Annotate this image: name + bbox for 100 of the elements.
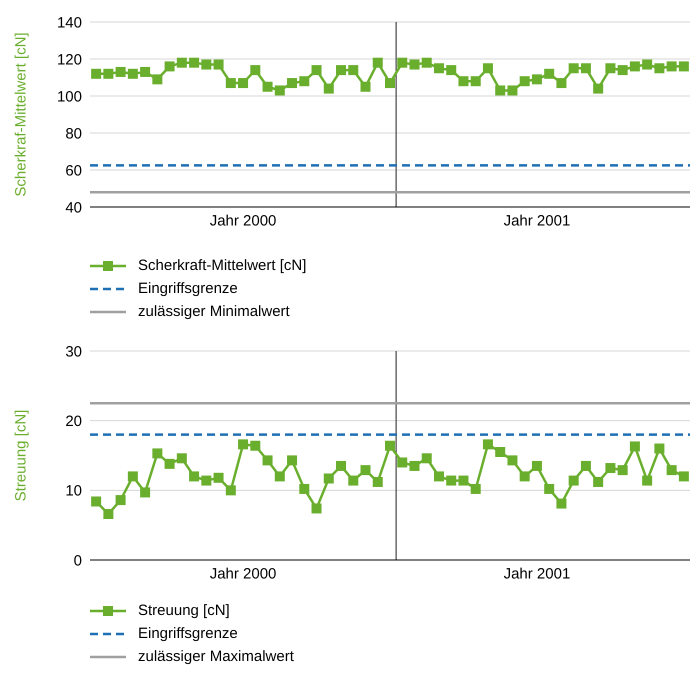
- point: [422, 453, 432, 464]
- point: [507, 455, 518, 466]
- point: [642, 60, 652, 70]
- point: [458, 476, 468, 486]
- legend-label: Scherkraft-Mittelwert [cN]: [138, 257, 306, 274]
- point: [226, 78, 236, 88]
- point: [422, 58, 432, 68]
- y-tick-label: 120: [56, 51, 82, 68]
- point: [630, 61, 640, 72]
- point: [666, 465, 677, 476]
- point: [495, 447, 506, 458]
- point: [152, 448, 162, 458]
- point: [642, 476, 652, 486]
- x-tick-label: Jahr 2001: [504, 212, 570, 230]
- point: [287, 78, 298, 88]
- point: [666, 61, 677, 72]
- point: [152, 74, 162, 84]
- point: [140, 66, 150, 77]
- point: [128, 471, 138, 482]
- point: [482, 439, 493, 450]
- point: [568, 63, 579, 74]
- point: [91, 496, 102, 506]
- y-tick-label: 10: [65, 482, 82, 500]
- point: [140, 487, 150, 498]
- point: [336, 65, 346, 76]
- point: [274, 85, 285, 96]
- point: [116, 495, 126, 506]
- point: [226, 485, 236, 496]
- point: [312, 65, 322, 76]
- point: [189, 471, 200, 482]
- point: [605, 463, 616, 474]
- point: [176, 58, 187, 68]
- point: [238, 78, 248, 88]
- point: [324, 473, 334, 484]
- point: [397, 58, 408, 68]
- point: [164, 61, 175, 72]
- point: [385, 78, 395, 88]
- point: [201, 60, 212, 70]
- point: [409, 60, 420, 70]
- point: [482, 63, 493, 74]
- point: [189, 58, 200, 68]
- point: [544, 68, 554, 79]
- point: [507, 85, 518, 96]
- point: [397, 457, 408, 468]
- point: [103, 68, 114, 79]
- y-tick-label: 140: [56, 14, 82, 32]
- point: [678, 471, 689, 482]
- point: [348, 476, 358, 486]
- point: [605, 63, 616, 74]
- y-tick-label: 40: [65, 199, 82, 216]
- x-tick-label: Jahr 2000: [210, 212, 276, 230]
- point: [618, 465, 628, 476]
- point: [91, 68, 102, 79]
- point: [568, 476, 579, 486]
- point: [654, 63, 664, 74]
- point: [618, 65, 628, 76]
- point: [580, 63, 591, 74]
- point: [214, 472, 224, 483]
- point: [128, 68, 138, 79]
- point: [470, 76, 481, 86]
- point: [312, 503, 322, 514]
- x-tick-label: Jahr 2000: [210, 566, 276, 583]
- legend-label: zulässiger Minimalwert: [138, 303, 290, 320]
- point: [532, 460, 542, 471]
- point: [103, 509, 114, 520]
- point: [458, 76, 468, 86]
- point: [556, 78, 566, 88]
- point: [176, 453, 187, 464]
- point: [360, 82, 371, 92]
- point: [446, 476, 456, 486]
- legend-label: Eingriffsgrenze: [138, 625, 238, 642]
- point: [336, 460, 346, 471]
- point: [274, 471, 285, 482]
- point: [593, 84, 604, 94]
- y-tick-label: 30: [65, 343, 82, 360]
- y-tick-label: 80: [65, 125, 82, 142]
- point: [470, 484, 481, 494]
- point: [678, 61, 689, 72]
- point: [299, 76, 310, 86]
- y-axis-title: Streuung [cN]: [12, 410, 30, 502]
- point: [654, 444, 664, 454]
- point: [409, 460, 420, 471]
- x-tick-label: Jahr 2001: [504, 566, 570, 583]
- legend-label: Eingriffsgrenze: [138, 280, 238, 297]
- point: [214, 60, 224, 70]
- point: [250, 65, 260, 76]
- point: [544, 484, 554, 494]
- point: [593, 476, 604, 487]
- y-tick-label: 20: [65, 412, 82, 430]
- point: [164, 458, 175, 469]
- point: [262, 455, 273, 466]
- point: [287, 455, 298, 466]
- point: [556, 498, 566, 509]
- point: [372, 58, 383, 68]
- point: [348, 65, 358, 76]
- point: [238, 439, 248, 450]
- y-tick-label: 60: [65, 162, 82, 180]
- y-tick-label: 100: [56, 88, 82, 106]
- legend-label: Streuung [cN]: [138, 602, 230, 619]
- y-axis-title: Scherkraf-Mittelwert [cN]: [12, 32, 30, 197]
